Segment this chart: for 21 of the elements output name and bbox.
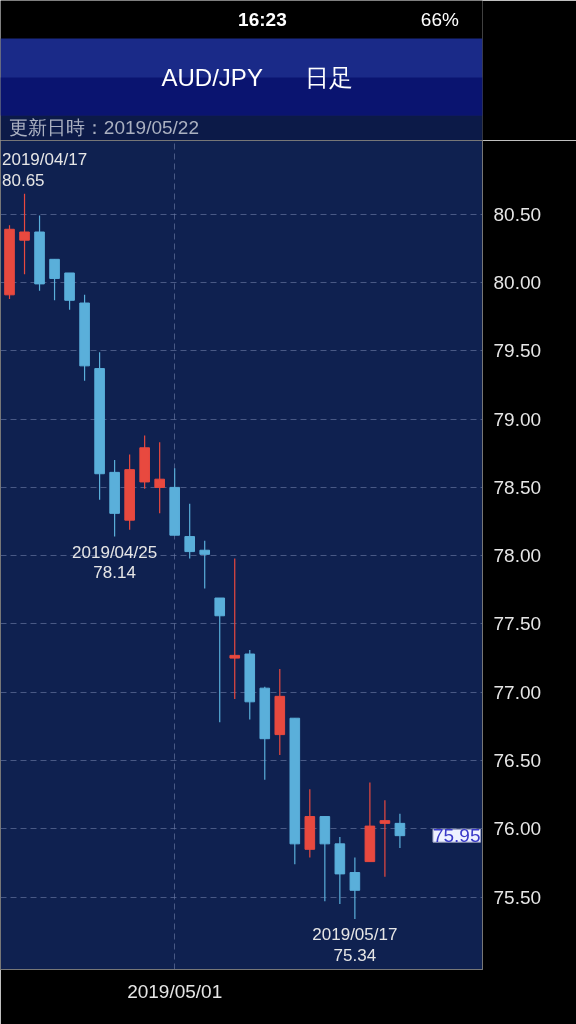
- y-tick-label: 77.00: [493, 681, 542, 703]
- y-tick-label: 80.00: [493, 272, 542, 294]
- y-tick-label: 78.50: [493, 476, 542, 498]
- y-tick-label: 79.00: [493, 408, 542, 430]
- text: 66%: [420, 9, 459, 30]
- y-tick-label: 78.00: [493, 545, 542, 567]
- text: 16:23: [238, 9, 287, 30]
- y-tick-label: 80.50: [493, 203, 542, 225]
- annotation: 2019/05/17 75.34: [312, 924, 398, 965]
- y-tick-label: 76.50: [493, 750, 542, 772]
- y-tick-label: 79.50: [493, 340, 542, 362]
- annotation: 2019/04/17 80.65: [2, 149, 88, 190]
- text: 更新日時：2019/05/22: [8, 117, 199, 138]
- text: 75.95: [432, 825, 481, 847]
- y-tick-label: 75.50: [493, 886, 542, 908]
- x-tick-label: 2019/05/01: [127, 980, 223, 1002]
- annotation: 2019/04/25 78.14: [72, 542, 158, 583]
- y-tick-label: 76.00: [493, 818, 542, 840]
- chart-title: AUD/JPY: [161, 64, 263, 91]
- y-tick-label: 77.50: [493, 613, 542, 635]
- chart-subtitle: 日足: [305, 64, 354, 91]
